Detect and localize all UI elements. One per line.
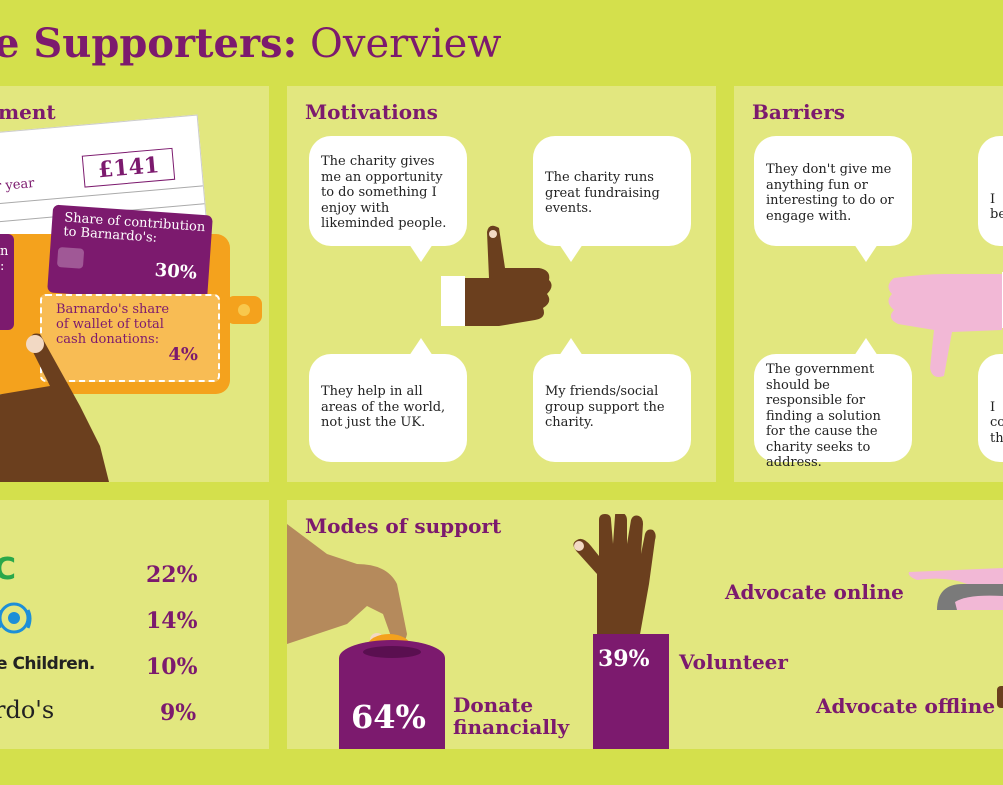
barrier-bubble-text: They don't give me anything fun or inter… <box>766 162 894 224</box>
motivation-bubble-text: My friends/social group support the char… <box>545 384 665 430</box>
donate-pct: 64% <box>351 698 426 736</box>
thumbs-up-icon <box>441 225 552 326</box>
modes-panel: Modes of support 64% Donate financially … <box>287 500 1003 749</box>
wallet-value: 4% <box>168 344 198 365</box>
motivation-bubble: They help in all areas of the world, not… <box>309 338 467 462</box>
charities-panel: C 22% 14% e Children. 10% rdo's 9% <box>0 500 269 749</box>
volunteer-pct: 39% <box>598 646 650 672</box>
bubble-tail <box>409 244 433 262</box>
share-label: Share of contribution to Barnardo's: <box>62 210 206 246</box>
left-card-text-2: : <box>0 259 5 274</box>
donate-label: Donate financially <box>453 693 570 739</box>
motivation-bubble-text: They help in all areas of the world, not… <box>321 384 446 430</box>
motivation-bubble-text: The charity runs great fundraising event… <box>545 170 660 216</box>
motivation-bubble-text: The charity gives me an opportunity to d… <box>321 154 447 231</box>
motivations-title: Motivations <box>305 100 438 124</box>
coin-hand-icon <box>287 524 407 647</box>
wallet-label: Barnardo's share of wallet of total cash… <box>56 302 170 347</box>
barrier-bubble: I be <box>978 136 1003 246</box>
share-value: 30% <box>154 259 198 284</box>
advocate-offline-label: Advocate offline <box>816 694 996 718</box>
bubble-tail <box>559 338 583 356</box>
barrier-bubble: They don't give me anything fun or inter… <box>754 136 912 262</box>
barrier-bubble-text: The government should be responsible for… <box>766 362 881 470</box>
title-bold: e Supporters: <box>0 20 298 67</box>
page-title: e Supporters: Overview <box>0 20 502 67</box>
modes-title: Modes of support <box>305 514 502 538</box>
globe-icon <box>0 602 32 634</box>
volunteer-bar: 39% <box>593 634 669 749</box>
charity-row: e Children. 10% <box>0 650 269 690</box>
thumbs-down-icon <box>888 272 1003 377</box>
donate-slot <box>363 646 421 658</box>
share-card: Share of contribution to Barnardo's: 30% <box>47 204 213 304</box>
bubble-tail <box>854 338 878 356</box>
pointing-hand-icon <box>908 568 1003 610</box>
wallet-clasp-dot <box>238 304 250 316</box>
charity-value: 22% <box>146 562 198 588</box>
volunteer-label: Volunteer <box>679 650 788 674</box>
barriers-panel: Barriers They don't give me anything fun… <box>734 86 1003 482</box>
charity-row: rdo's 9% <box>0 696 269 736</box>
charity-logo: e Children. <box>0 654 95 674</box>
charity-value: 14% <box>146 608 198 634</box>
motivation-bubble: My friends/social group support the char… <box>533 338 691 462</box>
card-chip <box>56 246 85 269</box>
per-year-value: £141 <box>81 147 176 188</box>
motivation-bubble: The charity gives me an opportunity to d… <box>309 136 467 262</box>
charity-row: C 22% <box>0 552 269 596</box>
bubble-tail <box>854 244 878 262</box>
barrier-bubble-text: I be <box>990 191 1003 223</box>
charity-value: 10% <box>146 654 198 680</box>
hand-icon <box>0 333 109 482</box>
charity-logo: rdo's <box>0 696 55 724</box>
advocate-online-label: Advocate online <box>725 580 904 604</box>
engagement-panel: ment per year £141 n : Share of contribu… <box>0 86 269 482</box>
barrier-bubble: I co th <box>978 354 1003 462</box>
motivation-bubble: The charity runs great fundraising event… <box>533 136 691 262</box>
left-card-text-1: n <box>0 244 9 259</box>
left-card: n : <box>0 234 14 330</box>
barrier-bubble: The government should be responsible for… <box>754 338 912 470</box>
engagement-title: ment <box>0 100 56 124</box>
raised-hand-icon <box>573 514 656 640</box>
donate-box: 64% <box>339 640 445 749</box>
bubble-tail <box>559 244 583 262</box>
title-light: Overview <box>310 21 502 67</box>
advocate-offline-hand <box>997 686 1003 708</box>
barriers-title: Barriers <box>752 100 846 124</box>
charity-logo: C <box>0 552 17 587</box>
motivations-panel: Motivations The charity gives me an oppo… <box>287 86 716 482</box>
charity-row: 14% <box>0 602 269 642</box>
barrier-bubble-text: I co th <box>990 399 1003 446</box>
charity-value: 9% <box>160 700 197 726</box>
bubble-tail <box>409 338 433 356</box>
per-year-label: per year <box>0 176 36 196</box>
